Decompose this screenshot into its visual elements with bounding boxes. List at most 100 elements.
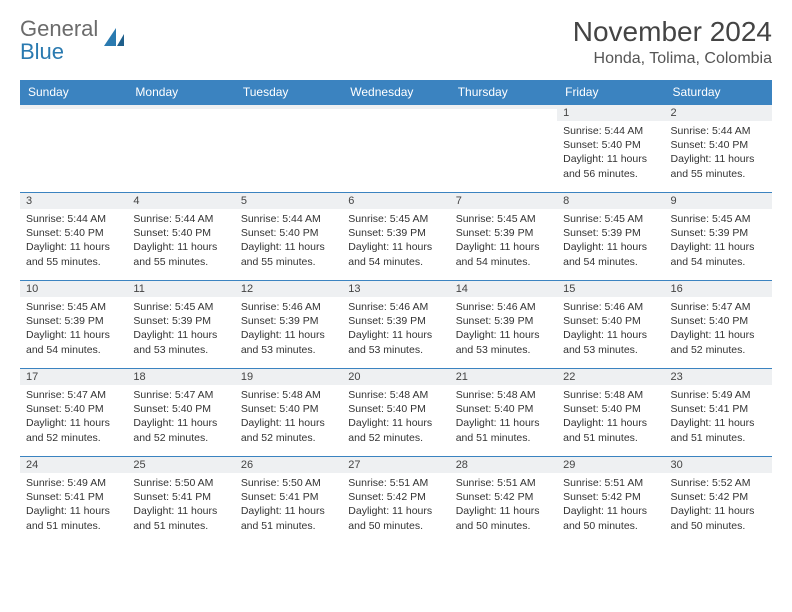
- day-number: 21: [450, 369, 557, 385]
- logo-text: General Blue: [20, 16, 98, 62]
- calendar-cell: 5Sunrise: 5:44 AMSunset: 5:40 PMDaylight…: [235, 193, 342, 281]
- day-content: Sunrise: 5:48 AMSunset: 5:40 PMDaylight:…: [235, 385, 342, 451]
- sunset-text: Sunset: 5:41 PM: [26, 490, 121, 504]
- sunrise-text: Sunrise: 5:48 AM: [348, 388, 443, 402]
- day-content: [450, 109, 557, 118]
- day-content: Sunrise: 5:46 AMSunset: 5:39 PMDaylight:…: [450, 297, 557, 363]
- sunrise-text: Sunrise: 5:45 AM: [563, 212, 658, 226]
- day-number: 5: [235, 193, 342, 209]
- daylight-text: Daylight: 11 hours and 55 minutes.: [241, 240, 336, 268]
- day-content: [20, 109, 127, 118]
- daylight-text: Daylight: 11 hours and 54 minutes.: [348, 240, 443, 268]
- sunset-text: Sunset: 5:39 PM: [348, 226, 443, 240]
- calendar-table: Sunday Monday Tuesday Wednesday Thursday…: [20, 80, 772, 545]
- daylight-text: Daylight: 11 hours and 51 minutes.: [456, 416, 551, 444]
- calendar-cell: [20, 105, 127, 193]
- calendar-week-row: 3Sunrise: 5:44 AMSunset: 5:40 PMDaylight…: [20, 193, 772, 281]
- daylight-text: Daylight: 11 hours and 51 minutes.: [241, 504, 336, 532]
- sunset-text: Sunset: 5:41 PM: [671, 402, 766, 416]
- day-number: 11: [127, 281, 234, 297]
- day-content: Sunrise: 5:50 AMSunset: 5:41 PMDaylight:…: [127, 473, 234, 539]
- logo-word2: Blue: [20, 42, 98, 62]
- calendar-cell: 2Sunrise: 5:44 AMSunset: 5:40 PMDaylight…: [665, 105, 772, 193]
- day-content: Sunrise: 5:47 AMSunset: 5:40 PMDaylight:…: [665, 297, 772, 363]
- sunset-text: Sunset: 5:40 PM: [133, 226, 228, 240]
- calendar-cell: 26Sunrise: 5:50 AMSunset: 5:41 PMDayligh…: [235, 457, 342, 545]
- daylight-text: Daylight: 11 hours and 52 minutes.: [348, 416, 443, 444]
- calendar-cell: 25Sunrise: 5:50 AMSunset: 5:41 PMDayligh…: [127, 457, 234, 545]
- calendar-cell: 12Sunrise: 5:46 AMSunset: 5:39 PMDayligh…: [235, 281, 342, 369]
- daylight-text: Daylight: 11 hours and 52 minutes.: [133, 416, 228, 444]
- col-sunday: Sunday: [20, 80, 127, 105]
- calendar-cell: 9Sunrise: 5:45 AMSunset: 5:39 PMDaylight…: [665, 193, 772, 281]
- day-number: 1: [557, 105, 664, 121]
- sunrise-text: Sunrise: 5:49 AM: [26, 476, 121, 490]
- day-number: 18: [127, 369, 234, 385]
- title-block: November 2024 Honda, Tolima, Colombia: [573, 16, 772, 68]
- sunrise-text: Sunrise: 5:44 AM: [241, 212, 336, 226]
- day-number: 13: [342, 281, 449, 297]
- calendar-cell: 7Sunrise: 5:45 AMSunset: 5:39 PMDaylight…: [450, 193, 557, 281]
- day-number: 24: [20, 457, 127, 473]
- col-tuesday: Tuesday: [235, 80, 342, 105]
- sunset-text: Sunset: 5:40 PM: [133, 402, 228, 416]
- col-friday: Friday: [557, 80, 664, 105]
- daylight-text: Daylight: 11 hours and 51 minutes.: [133, 504, 228, 532]
- logo-word1: General: [20, 16, 98, 41]
- sunset-text: Sunset: 5:40 PM: [563, 402, 658, 416]
- daylight-text: Daylight: 11 hours and 51 minutes.: [563, 416, 658, 444]
- logo-sail-icon: [102, 26, 128, 52]
- day-number: 8: [557, 193, 664, 209]
- daylight-text: Daylight: 11 hours and 50 minutes.: [456, 504, 551, 532]
- day-number: 20: [342, 369, 449, 385]
- day-number: 19: [235, 369, 342, 385]
- day-number: 4: [127, 193, 234, 209]
- sunset-text: Sunset: 5:40 PM: [563, 138, 658, 152]
- day-content: Sunrise: 5:45 AMSunset: 5:39 PMDaylight:…: [127, 297, 234, 363]
- day-content: Sunrise: 5:48 AMSunset: 5:40 PMDaylight:…: [450, 385, 557, 451]
- sunrise-text: Sunrise: 5:48 AM: [456, 388, 551, 402]
- daylight-text: Daylight: 11 hours and 55 minutes.: [671, 152, 766, 180]
- day-content: Sunrise: 5:48 AMSunset: 5:40 PMDaylight:…: [557, 385, 664, 451]
- day-content: Sunrise: 5:50 AMSunset: 5:41 PMDaylight:…: [235, 473, 342, 539]
- calendar-cell: [235, 105, 342, 193]
- sunset-text: Sunset: 5:39 PM: [348, 314, 443, 328]
- day-content: Sunrise: 5:51 AMSunset: 5:42 PMDaylight:…: [557, 473, 664, 539]
- sunset-text: Sunset: 5:40 PM: [456, 402, 551, 416]
- calendar-cell: 23Sunrise: 5:49 AMSunset: 5:41 PMDayligh…: [665, 369, 772, 457]
- sunset-text: Sunset: 5:40 PM: [241, 402, 336, 416]
- sunrise-text: Sunrise: 5:47 AM: [671, 300, 766, 314]
- sunset-text: Sunset: 5:40 PM: [26, 226, 121, 240]
- day-number: 12: [235, 281, 342, 297]
- calendar-cell: 10Sunrise: 5:45 AMSunset: 5:39 PMDayligh…: [20, 281, 127, 369]
- calendar-cell: 27Sunrise: 5:51 AMSunset: 5:42 PMDayligh…: [342, 457, 449, 545]
- sunrise-text: Sunrise: 5:51 AM: [348, 476, 443, 490]
- day-content: Sunrise: 5:51 AMSunset: 5:42 PMDaylight:…: [342, 473, 449, 539]
- calendar-week-row: 17Sunrise: 5:47 AMSunset: 5:40 PMDayligh…: [20, 369, 772, 457]
- calendar-week-row: 10Sunrise: 5:45 AMSunset: 5:39 PMDayligh…: [20, 281, 772, 369]
- sunrise-text: Sunrise: 5:44 AM: [563, 124, 658, 138]
- col-monday: Monday: [127, 80, 234, 105]
- calendar-cell: [127, 105, 234, 193]
- calendar-page: General Blue November 2024 Honda, Tolima…: [0, 0, 792, 561]
- day-number: 9: [665, 193, 772, 209]
- sunrise-text: Sunrise: 5:47 AM: [26, 388, 121, 402]
- day-content: Sunrise: 5:49 AMSunset: 5:41 PMDaylight:…: [20, 473, 127, 539]
- sunset-text: Sunset: 5:39 PM: [456, 314, 551, 328]
- calendar-cell: 8Sunrise: 5:45 AMSunset: 5:39 PMDaylight…: [557, 193, 664, 281]
- calendar-cell: 24Sunrise: 5:49 AMSunset: 5:41 PMDayligh…: [20, 457, 127, 545]
- calendar-cell: [450, 105, 557, 193]
- sunset-text: Sunset: 5:41 PM: [133, 490, 228, 504]
- sunset-text: Sunset: 5:40 PM: [348, 402, 443, 416]
- day-content: Sunrise: 5:51 AMSunset: 5:42 PMDaylight:…: [450, 473, 557, 539]
- daylight-text: Daylight: 11 hours and 56 minutes.: [563, 152, 658, 180]
- day-number: 10: [20, 281, 127, 297]
- sunset-text: Sunset: 5:39 PM: [133, 314, 228, 328]
- calendar-cell: 21Sunrise: 5:48 AMSunset: 5:40 PMDayligh…: [450, 369, 557, 457]
- sunrise-text: Sunrise: 5:45 AM: [348, 212, 443, 226]
- day-content: Sunrise: 5:45 AMSunset: 5:39 PMDaylight:…: [20, 297, 127, 363]
- calendar-cell: 6Sunrise: 5:45 AMSunset: 5:39 PMDaylight…: [342, 193, 449, 281]
- sunrise-text: Sunrise: 5:44 AM: [26, 212, 121, 226]
- day-content: Sunrise: 5:44 AMSunset: 5:40 PMDaylight:…: [127, 209, 234, 275]
- calendar-cell: 1 Sunrise: 5:44 AMSunset: 5:40 PMDaylight…: [557, 105, 664, 193]
